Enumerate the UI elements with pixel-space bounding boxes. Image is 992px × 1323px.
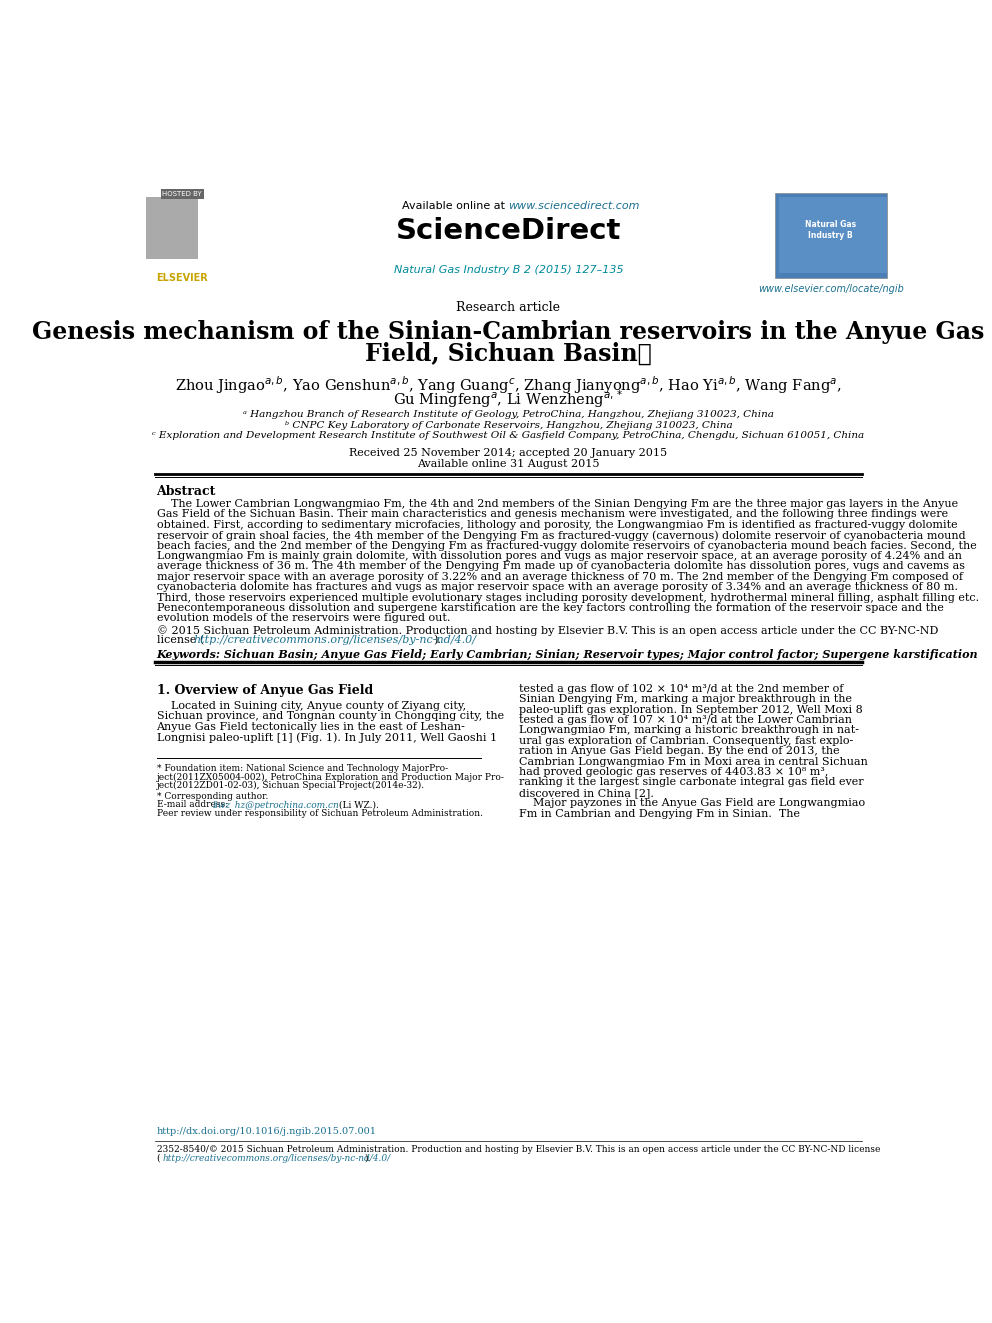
Text: Abstract: Abstract — [157, 486, 216, 499]
Text: ᵃ Hangzhou Branch of Research Institute of Geology, PetroChina, Hangzhou, Zhejia: ᵃ Hangzhou Branch of Research Institute … — [243, 410, 774, 419]
Text: Longnisi paleo-uplift [1] (Fig. 1). In July 2011, Well Gaoshi 1: Longnisi paleo-uplift [1] (Fig. 1). In J… — [157, 732, 497, 742]
Text: license (: license ( — [157, 635, 203, 646]
Text: http://dx.doi.org/10.1016/j.ngib.2015.07.001: http://dx.doi.org/10.1016/j.ngib.2015.07… — [157, 1127, 377, 1135]
Text: www.sciencedirect.com: www.sciencedirect.com — [509, 201, 640, 212]
Bar — [775, 193, 888, 278]
Text: tested a gas flow of 107 × 10⁴ m³/d at the Lower Cambrian: tested a gas flow of 107 × 10⁴ m³/d at t… — [519, 716, 852, 725]
Text: Penecontemporaneous dissolution and supergene karstification are the key factors: Penecontemporaneous dissolution and supe… — [157, 603, 943, 613]
Text: Anyue Gas Field tectonically lies in the east of Leshan-: Anyue Gas Field tectonically lies in the… — [157, 721, 465, 732]
Text: http://creativecommons.org/licenses/by-nc-nd/4.0/: http://creativecommons.org/licenses/by-n… — [193, 635, 476, 646]
Text: major reservoir space with an average porosity of 3.22% and an average thickness: major reservoir space with an average po… — [157, 572, 962, 582]
Text: * Foundation item: National Science and Technology MajorPro-: * Foundation item: National Science and … — [157, 763, 447, 773]
Text: ject(2011ZX05004-002), PetroChina Exploration and Production Major Pro-: ject(2011ZX05004-002), PetroChina Explor… — [157, 773, 504, 782]
Text: Available online at: Available online at — [402, 201, 509, 212]
Text: Received 25 November 2014; accepted 20 January 2015: Received 25 November 2014; accepted 20 J… — [349, 448, 668, 458]
Text: © 2015 Sichuan Petroleum Administration. Production and hosting by Elsevier B.V.: © 2015 Sichuan Petroleum Administration.… — [157, 626, 937, 636]
Text: Sichuan province, and Tongnan county in Chongqing city, the: Sichuan province, and Tongnan county in … — [157, 712, 504, 721]
Text: 2352-8540/© 2015 Sichuan Petroleum Administration. Production and hosting by Els: 2352-8540/© 2015 Sichuan Petroleum Admin… — [157, 1146, 880, 1154]
Text: obtained. First, according to sedimentary microfacies, lithology and porosity, t: obtained. First, according to sedimentar… — [157, 520, 957, 531]
Text: Available online 31 August 2015: Available online 31 August 2015 — [418, 459, 599, 470]
Text: Third, those reservoirs experienced multiple evolutionary stages including poros: Third, those reservoirs experienced mult… — [157, 593, 979, 603]
Text: ject(2012ZD01-02-03), Sichuan Special Project(2014e-32).: ject(2012ZD01-02-03), Sichuan Special Pr… — [157, 781, 425, 790]
Text: reservoir of grain shoal facies, the 4th member of the Dengying Fm as fractured-: reservoir of grain shoal facies, the 4th… — [157, 531, 965, 541]
Text: Natural Gas Industry B 2 (2015) 127–135: Natural Gas Industry B 2 (2015) 127–135 — [394, 265, 623, 275]
Text: Field, Sichuan Basin☆: Field, Sichuan Basin☆ — [365, 343, 652, 366]
Text: evolution models of the reservoirs were figured out.: evolution models of the reservoirs were … — [157, 614, 450, 623]
Text: E-mail address:: E-mail address: — [157, 800, 230, 810]
Text: Keywords: Sichuan Basin; Anyue Gas Field; Early Cambrian; Sinian; Reservoir type: Keywords: Sichuan Basin; Anyue Gas Field… — [157, 648, 978, 660]
Text: Gas Field of the Sichuan Basin. Their main characteristics and genesis mechanism: Gas Field of the Sichuan Basin. Their ma… — [157, 509, 947, 520]
Text: Longwangmiao Fm is mainly grain dolomite, with dissolution pores and vugs as maj: Longwangmiao Fm is mainly grain dolomite… — [157, 552, 961, 561]
Text: ).: ). — [364, 1154, 371, 1163]
Text: ᶜ Exploration and Development Research Institute of Southwest Oil & Gasfield Com: ᶜ Exploration and Development Research I… — [153, 431, 864, 441]
Text: ELSEVIER: ELSEVIER — [157, 273, 208, 283]
Text: ScienceDirect: ScienceDirect — [396, 217, 621, 245]
Text: * Corresponding author.: * Corresponding author. — [157, 791, 268, 800]
Text: 1. Overview of Anyue Gas Field: 1. Overview of Anyue Gas Field — [157, 684, 373, 697]
Text: paleo-uplift gas exploration. In September 2012, Well Moxi 8: paleo-uplift gas exploration. In Septemb… — [519, 705, 863, 714]
Text: tested a gas flow of 102 × 10⁴ m³/d at the 2nd member of: tested a gas flow of 102 × 10⁴ m³/d at t… — [519, 684, 843, 693]
Text: ranking it the largest single carbonate integral gas field ever: ranking it the largest single carbonate … — [519, 778, 864, 787]
Text: Major payzones in the Anyue Gas Field are Longwangmiao: Major payzones in the Anyue Gas Field ar… — [519, 798, 865, 808]
Text: ᵇ CNPC Key Laboratory of Carbonate Reservoirs, Hangzhou, Zhejiang 310023, China: ᵇ CNPC Key Laboratory of Carbonate Reser… — [285, 421, 732, 430]
Text: Gu Mingfeng$^{a}$, Li Wenzheng$^{a,*}$: Gu Mingfeng$^{a}$, Li Wenzheng$^{a,*}$ — [393, 388, 624, 410]
Text: Genesis mechanism of the Sinian-Cambrian reservoirs in the Anyue Gas: Genesis mechanism of the Sinian-Cambrian… — [32, 320, 985, 344]
Text: ).: ). — [434, 635, 441, 646]
Text: ural gas exploration of Cambrian. Consequently, fast explo-: ural gas exploration of Cambrian. Conseq… — [519, 736, 853, 746]
Text: cyanobacteria dolomite has fractures and vugs as major reservoir space with an a: cyanobacteria dolomite has fractures and… — [157, 582, 957, 593]
Text: discovered in China [2].: discovered in China [2]. — [519, 789, 654, 798]
Text: Cambrian Longwangmiao Fm in Moxi area in central Sichuan: Cambrian Longwangmiao Fm in Moxi area in… — [519, 757, 868, 766]
Text: Natural Gas
Industry B: Natural Gas Industry B — [806, 221, 856, 241]
Text: Located in Suining city, Anyue county of Ziyang city,: Located in Suining city, Anyue county of… — [157, 701, 465, 710]
Text: Sinian Dengying Fm, marking a major breakthrough in the: Sinian Dengying Fm, marking a major brea… — [519, 695, 852, 704]
Text: beach facies, and the 2nd member of the Dengying Fm as fractured-vuggy dolomite : beach facies, and the 2nd member of the … — [157, 541, 976, 550]
Text: Fm in Cambrian and Dengying Fm in Sinian.  The: Fm in Cambrian and Dengying Fm in Sinian… — [519, 808, 801, 819]
Text: average thickness of 36 m. The 4th member of the Dengying Fm made up of cyanobac: average thickness of 36 m. The 4th membe… — [157, 561, 964, 572]
Bar — [146, 197, 197, 259]
Text: The Lower Cambrian Longwangmiao Fm, the 4th and 2nd members of the Sinian Dengyi: The Lower Cambrian Longwangmiao Fm, the … — [157, 499, 957, 509]
Text: ration in Anyue Gas Field began. By the end of 2013, the: ration in Anyue Gas Field began. By the … — [519, 746, 840, 757]
Text: http://creativecommons.org/licenses/by-nc-nd/4.0/: http://creativecommons.org/licenses/by-n… — [163, 1154, 391, 1163]
Text: www.elsevier.com/locate/ngib: www.elsevier.com/locate/ngib — [758, 283, 904, 294]
Text: Peer review under responsibility of Sichuan Petroleum Administration.: Peer review under responsibility of Sich… — [157, 808, 482, 818]
Text: HOSTED BY: HOSTED BY — [163, 191, 202, 197]
Text: (: ( — [157, 1154, 160, 1163]
Text: Research article: Research article — [456, 302, 560, 314]
Text: Longwangmiao Fm, marking a historic breakthrough in nat-: Longwangmiao Fm, marking a historic brea… — [519, 725, 859, 736]
Text: Zhou Jingao$^{a,b}$, Yao Genshun$^{a,b}$, Yang Guang$^{c}$, Zhang Jianyong$^{a,b: Zhou Jingao$^{a,b}$, Yao Genshun$^{a,b}$… — [175, 374, 842, 396]
Text: (Li WZ.).: (Li WZ.). — [336, 800, 379, 810]
Text: had proved geologic gas reserves of 4403.83 × 10⁸ m³,: had proved geologic gas reserves of 4403… — [519, 767, 828, 777]
Bar — [779, 197, 888, 273]
Text: liwz_hz@petrochina.com.cn: liwz_hz@petrochina.com.cn — [212, 800, 339, 810]
